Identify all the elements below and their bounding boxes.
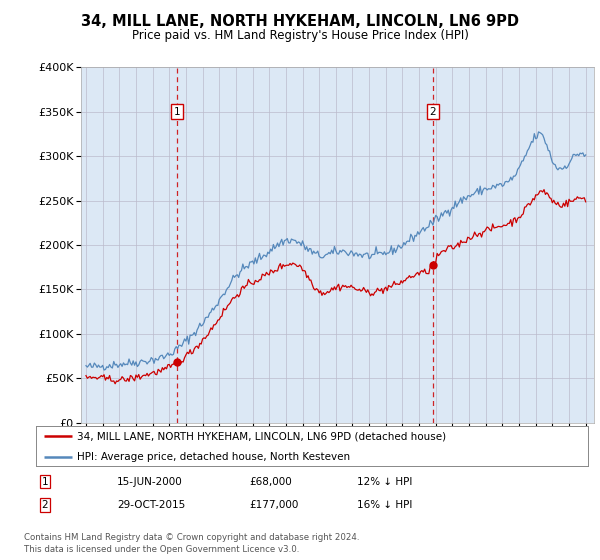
Text: This data is licensed under the Open Government Licence v3.0.: This data is licensed under the Open Gov… xyxy=(24,545,299,554)
Text: 1: 1 xyxy=(41,477,49,487)
Text: 1: 1 xyxy=(173,106,180,116)
Text: £68,000: £68,000 xyxy=(249,477,292,487)
Text: 34, MILL LANE, NORTH HYKEHAM, LINCOLN, LN6 9PD (detached house): 34, MILL LANE, NORTH HYKEHAM, LINCOLN, L… xyxy=(77,432,446,441)
Text: 16% ↓ HPI: 16% ↓ HPI xyxy=(357,500,412,510)
Text: 15-JUN-2000: 15-JUN-2000 xyxy=(117,477,183,487)
Text: 2: 2 xyxy=(41,500,49,510)
Text: 12% ↓ HPI: 12% ↓ HPI xyxy=(357,477,412,487)
Text: 29-OCT-2015: 29-OCT-2015 xyxy=(117,500,185,510)
Text: Price paid vs. HM Land Registry's House Price Index (HPI): Price paid vs. HM Land Registry's House … xyxy=(131,29,469,42)
Text: 34, MILL LANE, NORTH HYKEHAM, LINCOLN, LN6 9PD: 34, MILL LANE, NORTH HYKEHAM, LINCOLN, L… xyxy=(81,14,519,29)
Text: HPI: Average price, detached house, North Kesteven: HPI: Average price, detached house, Nort… xyxy=(77,452,350,462)
Text: £177,000: £177,000 xyxy=(249,500,298,510)
Text: 2: 2 xyxy=(430,106,436,116)
Text: Contains HM Land Registry data © Crown copyright and database right 2024.: Contains HM Land Registry data © Crown c… xyxy=(24,533,359,542)
